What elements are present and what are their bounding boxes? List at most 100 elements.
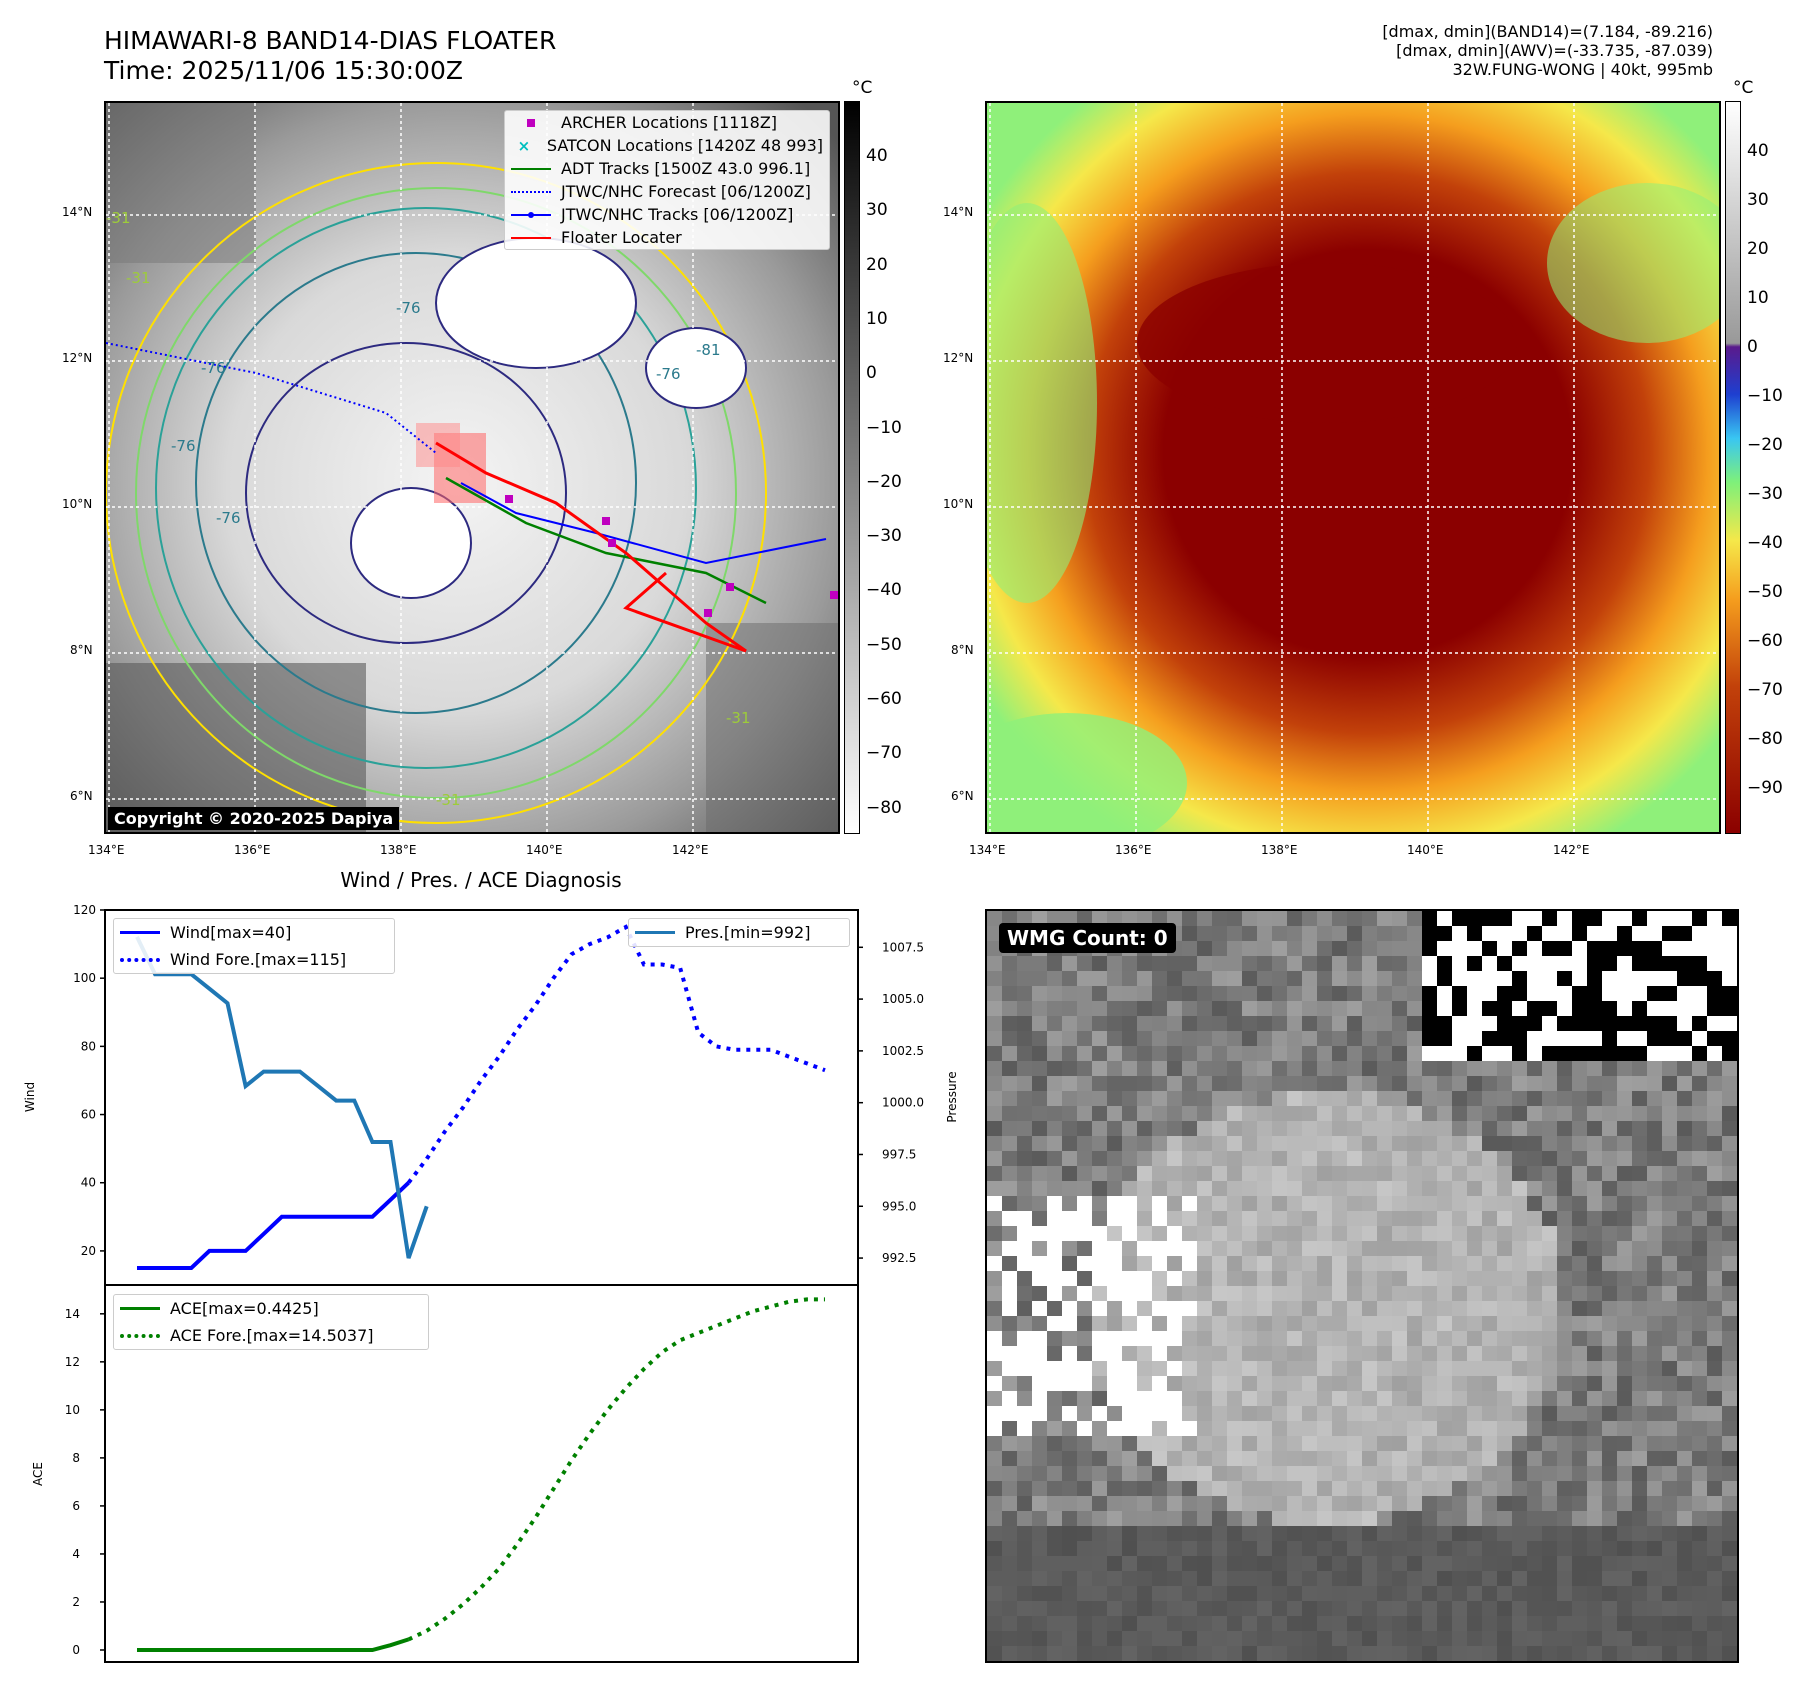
lon-label: 138°E [380,843,417,857]
colorbar-left-tick: 10 [866,308,888,329]
colorbar-left-tick: −50 [866,634,902,655]
legend-tracks: JTWC/NHC Tracks [06/1200Z] [505,203,829,226]
colorbar-right-tick: 40 [1747,141,1769,161]
wind-ytick-label: 20 [81,1244,96,1258]
ace-ytick-label: 10 [65,1403,80,1417]
pressure-axis-label: Pressure [945,1071,959,1122]
colorbar-right-tick: −90 [1747,778,1783,798]
lat-label: 6°N [70,789,93,803]
lat-label: 8°N [70,643,93,657]
ace-ytick-label: 8 [72,1451,80,1465]
solid-line-icon [635,928,675,938]
colorbar-right-tick: −70 [1747,680,1783,700]
awv-map-svg [987,103,1719,832]
series-line-wind [137,1181,410,1270]
contour-label-group: -76 -76 -76 -76 -81 -76 -31 -31 -31 -31 [106,209,751,809]
line-dot-icon [511,210,551,220]
colorbar-left-tick: 20 [866,254,888,275]
contour-label: -31 [106,209,131,227]
cold-cloud-center [350,487,472,599]
legend-label: Pres.[min=992] [685,923,811,942]
lon-label: 134°E [969,843,1006,857]
map-legend: ARCHER Locations [1118Z] × SATCON Locati… [504,110,830,250]
colorbar-left-tick: −70 [866,743,902,764]
lon-label: 140°E [1407,843,1444,857]
solid-line-icon [511,164,551,174]
lat-label: 12°N [62,351,93,365]
wind-ytick-label: 60 [81,1108,96,1122]
info-line-1: [dmax, dmin](BAND14)=(7.184, -89.216) [1382,22,1713,41]
ace-frame [104,1284,859,1663]
colorbar-right-tick: −60 [1747,631,1783,651]
colorbar-right-tick: −80 [1747,729,1783,749]
wind-legend: Wind[max=40] Wind Fore.[max=115] [113,918,395,974]
colorbar-right-tick: 10 [1747,288,1769,308]
moist-region-sw [987,713,1187,832]
wmg-pixel-grid [987,911,1737,1661]
legend-floater: Floater Locater [505,226,829,249]
legend-label: SATCON Locations [1420Z 48 993] [546,136,823,155]
legend-label: Wind Fore.[max=115] [170,950,347,969]
lat-label: 14°N [62,205,93,219]
colorbar-left-tick: −60 [866,689,902,709]
legend-satcon: × SATCON Locations [1420Z 48 993] [505,134,829,157]
contour-label: -31 [126,269,151,287]
pressure-ytick-label: 1000.0 [882,1096,924,1110]
pressure-ytick-label: 1005.0 [882,992,924,1006]
pressure-ytick-label: 992.5 [882,1251,916,1265]
legend-ace: ACE[max=0.4425] [114,1295,428,1322]
solid-line-icon [120,1304,160,1314]
colorbar-left-tick: 40 [866,146,888,166]
legend-forecast: JTWC/NHC Forecast [06/1200Z] [505,180,829,203]
title-line-2: Time: 2025/11/06 15:30:00Z [104,56,463,85]
moist-region-ne [1547,183,1719,343]
legend-wind: Wind[max=40] [114,919,394,946]
contour-yellow [106,162,767,824]
awv-map-panel [985,101,1721,834]
contour-label: -76 [396,299,421,317]
legend-label: Floater Locater [561,228,682,247]
wind-ytick-label: 100 [73,971,96,985]
dotted-line-icon [511,187,551,197]
figure-title: HIMAWARI-8 BAND14-DIAS FLOATER Time: 202… [104,26,556,86]
storm-info: [dmax, dmin](BAND14)=(7.184, -89.216) [d… [1382,22,1713,79]
legend-label: ACE[max=0.4425] [170,1299,319,1318]
awv-gridlines [987,103,1719,832]
lon-label: 142°E [672,843,709,857]
moist-region-w [987,203,1097,603]
dark-region-se [706,623,838,832]
colorbar-left-tick: 30 [866,200,888,221]
square-marker-icon [511,118,551,128]
legend-adt: ADT Tracks [1500Z 43.0 996.1] [505,157,829,180]
dotted-line-icon [120,955,160,965]
contour-darkteal [195,252,637,714]
lon-label: 134°E [88,843,125,857]
ace-legend: ACE[max=0.4425] ACE Fore.[max=14.5037] [113,1294,429,1350]
lat-label: 14°N [943,205,974,219]
contour-label: -31 [436,791,461,809]
wind-axis-label: Wind [23,1082,37,1112]
x-marker-icon: × [517,136,531,155]
colorbar-left [844,101,860,834]
legend-label: ARCHER Locations [1118Z] [561,113,778,132]
wind-pressure-marks: 120 100 80 60 40 20 1007.5 1005.0 1002.5 1000.0 99… [73,903,924,1270]
lon-label: 142°E [1553,843,1590,857]
series-line-pressure [135,936,429,1259]
solid-line-icon [511,233,551,243]
jtwc-forecast-track [106,342,437,454]
ace-ytick-label: 0 [72,1643,80,1657]
pressure-ytick-label: 1002.5 [882,1044,924,1058]
lon-label: 136°E [1115,843,1152,857]
legend-label: Wind[max=40] [170,923,292,942]
colorbar-left-tick: −30 [866,526,902,547]
dotted-line-icon [120,1331,160,1341]
lon-label: 136°E [234,843,271,857]
lat-label: 10°N [943,497,974,511]
pressure-legend: Pres.[min=992] [628,918,850,947]
legend-label: ACE Fore.[max=14.5037] [170,1326,374,1345]
colorbar-right-tick: −10 [1747,386,1783,406]
contour-lightgreen [135,187,737,799]
wind-ytick-label: 80 [81,1039,96,1053]
lat-label: 6°N [951,789,974,803]
